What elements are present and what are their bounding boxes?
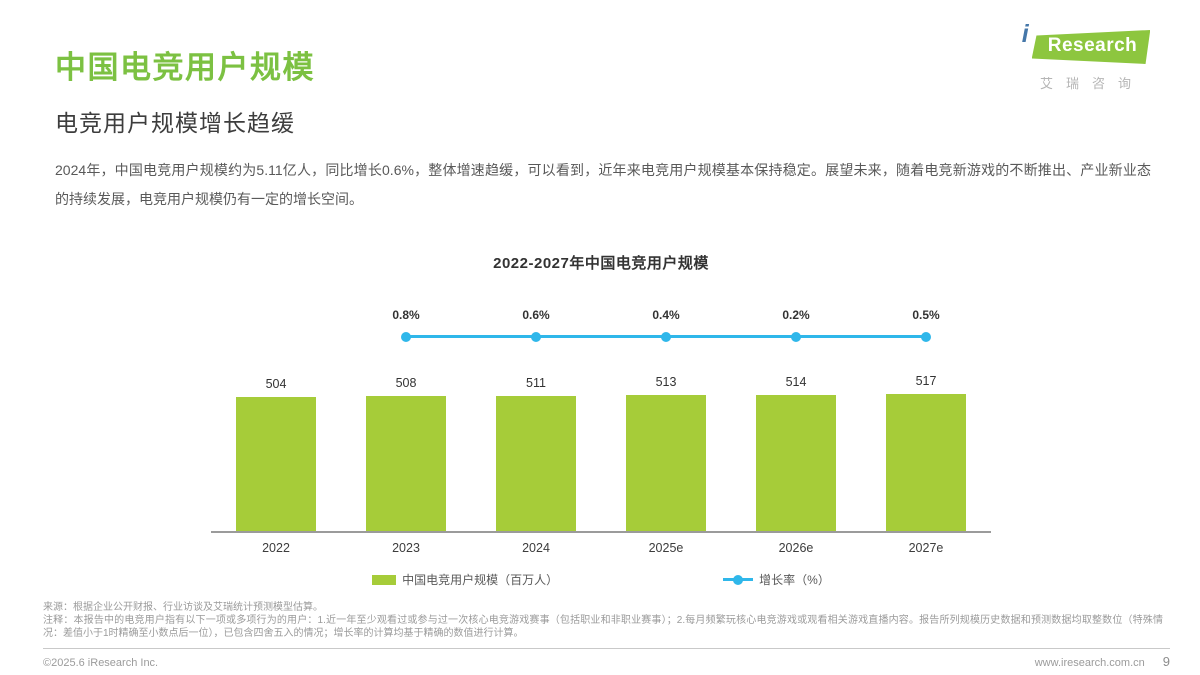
website-url: www.iresearch.com.cn bbox=[1034, 657, 1145, 669]
bar-column-2023: 508 bbox=[341, 376, 471, 531]
bottom-bar: ©2025.6 iResearch Inc. www.iresearch.com… bbox=[43, 648, 1170, 669]
legend-item-line: 增长率（%） bbox=[723, 571, 830, 588]
footnotes: 来源：根据企业公开财报、行业访谈及艾瑞统计预测模型估算。 注释：本报告中的电竞用… bbox=[43, 601, 1163, 640]
bar-column-2027e: 517 bbox=[861, 374, 991, 531]
bar-legend-swatch bbox=[372, 574, 397, 585]
rate-label: 0.2% bbox=[782, 308, 810, 322]
logo-i-icon: i bbox=[1021, 20, 1029, 48]
bar-value-label: 511 bbox=[526, 375, 546, 390]
bar-value-label: 504 bbox=[265, 377, 287, 392]
bar-column-2022: 504 bbox=[211, 377, 341, 531]
intro-paragraph: 2024年，中国电竞用户规模约为5.11亿人，同比增长0.6%，整体增速趋缓，可… bbox=[55, 162, 1151, 207]
line-point-icon bbox=[791, 331, 801, 342]
x-axis-labels: 2022 2023 2024 2025e 2026e 2027e bbox=[211, 541, 991, 555]
line-legend-label: 增长率（%） bbox=[759, 573, 830, 587]
bar-column-2025e: 513 bbox=[601, 375, 731, 531]
line-point-icon bbox=[401, 331, 411, 342]
copyright: ©2025.6 iResearch Inc. bbox=[43, 657, 159, 669]
source-note: 来源：根据企业公开财报、行业访谈及艾瑞统计预测模型估算。 bbox=[43, 602, 323, 613]
chart-title: 2022-2027年中国电竞用户规模 bbox=[493, 255, 709, 272]
x-tick-label: 2024 bbox=[522, 541, 550, 555]
growth-line: 0.8% 0.6% 0.4% 0.2% 0.5% bbox=[392, 308, 940, 342]
rate-label: 0.5% bbox=[912, 308, 940, 322]
bars-row: 504 508 511 513 514 517 bbox=[211, 349, 991, 533]
chart: 2022-2027年中国电竞用户规模 0.8% 0.6% 0.4% 0.2% 0.5% … bbox=[211, 252, 991, 588]
line-legend-dot-icon bbox=[733, 574, 744, 585]
bar-2027e bbox=[886, 394, 966, 531]
bar-legend-label: 中国电竞用户规模（百万人） bbox=[402, 573, 559, 587]
bar-2022 bbox=[236, 397, 316, 531]
method-note: 注释：本报告中的电竞用户指有以下一项或多项行为的用户：1.近一年至少观看过或参与… bbox=[43, 615, 1163, 639]
line-point-icon bbox=[661, 331, 671, 342]
bar-column-2024: 511 bbox=[471, 376, 601, 531]
bar-2026e bbox=[756, 394, 836, 531]
bar-value-label: 514 bbox=[785, 374, 807, 389]
bar-value-label: 513 bbox=[655, 375, 677, 390]
bar-2024 bbox=[496, 395, 576, 531]
bottom-right: www.iresearch.com.cn 9 bbox=[1035, 654, 1170, 669]
x-tick-label: 2026e bbox=[778, 541, 814, 555]
rate-label: 0.6% bbox=[522, 308, 550, 322]
line-point-icon bbox=[921, 331, 931, 342]
rate-label: 0.8% bbox=[392, 308, 420, 322]
line-point-icon bbox=[531, 331, 541, 342]
x-tick-label: 2027e bbox=[908, 541, 944, 555]
bar-2025e bbox=[626, 395, 706, 531]
x-tick-label: 2022 bbox=[262, 541, 290, 555]
bar-value-label: 517 bbox=[915, 374, 937, 388]
page-title: 中国电竞用户规模 bbox=[55, 50, 315, 85]
growth-rate-area: 0.8% 0.6% 0.4% 0.2% 0.5% bbox=[211, 289, 991, 349]
bar-2023 bbox=[366, 396, 446, 531]
iresearch-logo: i Research 艾瑞咨询 bbox=[1018, 20, 1156, 92]
chart-legend: 中国电竞用户规模（百万人） 增长率（%） bbox=[211, 571, 991, 588]
logo-chinese-name: 艾瑞咨询 bbox=[1039, 76, 1144, 91]
legend-item-bars: 中国电竞用户规模（百万人） bbox=[372, 571, 558, 588]
page-subtitle: 电竞用户规模增长趋缓 bbox=[55, 110, 295, 136]
x-tick-label: 2023 bbox=[392, 541, 420, 555]
bar-column-2026e: 514 bbox=[731, 375, 861, 531]
page-number: 9 bbox=[1162, 654, 1170, 669]
x-tick-label: 2025e bbox=[648, 541, 684, 555]
rate-label: 0.4% bbox=[652, 308, 680, 322]
page-header: 中国电竞用户规模 电竞用户规模增长趋缓 bbox=[55, 42, 315, 138]
logo-banner-row: i Research bbox=[1022, 20, 1151, 64]
bar-value-label: 508 bbox=[395, 376, 417, 391]
logo-banner: Research bbox=[1031, 30, 1151, 64]
line-legend-swatch bbox=[723, 574, 754, 585]
